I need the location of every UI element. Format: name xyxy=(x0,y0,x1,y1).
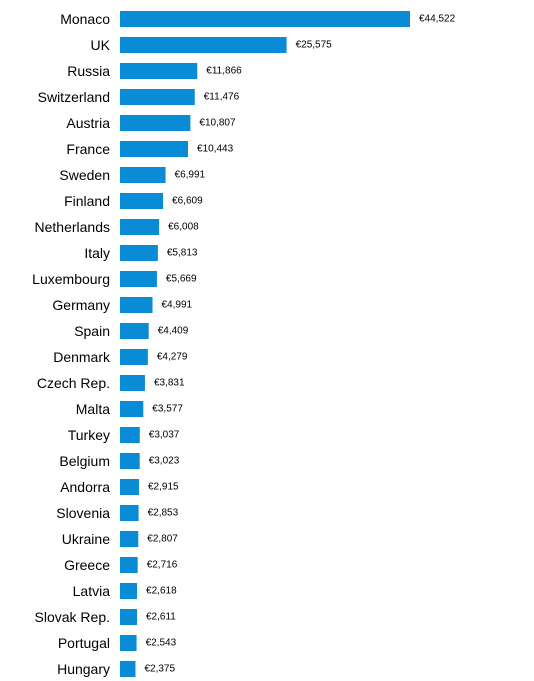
category-label-greece: Greece xyxy=(64,557,110,573)
value-label-spain: €4,409 xyxy=(158,326,189,337)
bar-sweden xyxy=(120,167,166,183)
value-label-switzerland: €11,476 xyxy=(204,92,240,103)
value-label-finland: €6,609 xyxy=(172,196,203,207)
value-label-slovak-rep: €2,611 xyxy=(146,612,176,623)
value-label-portugal: €2,543 xyxy=(146,638,177,649)
category-label-finland: Finland xyxy=(64,193,110,209)
category-label-portugal: Portugal xyxy=(58,635,110,651)
value-label-malta: €3,577 xyxy=(152,404,183,415)
category-label-andorra: Andorra xyxy=(60,479,110,495)
value-label-russia: €11,866 xyxy=(206,66,242,77)
category-label-germany: Germany xyxy=(52,297,110,313)
bar-denmark xyxy=(120,349,148,365)
bar-finland xyxy=(120,193,164,209)
bar-slovak-rep xyxy=(120,609,138,625)
value-label-czech-rep: €3,831 xyxy=(154,378,185,389)
category-label-malta: Malta xyxy=(76,401,110,417)
category-label-czech-rep: Czech Rep. xyxy=(37,375,110,391)
category-label-italy: Italy xyxy=(84,245,110,261)
category-label-ukraine: Ukraine xyxy=(62,531,110,547)
bar-netherlands xyxy=(120,219,160,235)
value-label-austria: €10,807 xyxy=(199,118,236,129)
bar-latvia xyxy=(120,583,138,599)
category-label-uk: UK xyxy=(91,37,111,53)
value-label-monaco: €44,522 xyxy=(419,14,456,25)
value-label-italy: €5,813 xyxy=(167,248,198,259)
bar-ukraine xyxy=(120,531,139,547)
bar-andorra xyxy=(120,479,139,495)
category-label-spain: Spain xyxy=(74,323,110,339)
category-label-denmark: Denmark xyxy=(53,349,111,365)
bar-malta xyxy=(120,401,144,417)
bar-monaco xyxy=(120,11,410,27)
bar-slovenia xyxy=(120,505,139,521)
value-label-ukraine: €2,807 xyxy=(147,534,178,545)
bar-hungary xyxy=(120,661,136,677)
bar-russia xyxy=(120,63,198,79)
value-label-andorra: €2,915 xyxy=(148,482,179,493)
category-label-slovak-rep: Slovak Rep. xyxy=(35,609,110,625)
category-label-russia: Russia xyxy=(67,63,110,79)
value-label-denmark: €4,279 xyxy=(157,352,188,363)
category-label-latvia: Latvia xyxy=(73,583,111,599)
category-label-turkey: Turkey xyxy=(68,427,110,443)
value-label-latvia: €2,618 xyxy=(146,586,177,597)
value-label-uk: €25,575 xyxy=(296,40,333,51)
value-label-luxembourg: €5,669 xyxy=(166,274,197,285)
category-label-hungary: Hungary xyxy=(57,661,110,677)
bar-luxembourg xyxy=(120,271,157,287)
value-label-belgium: €3,023 xyxy=(149,456,180,467)
category-label-austria: Austria xyxy=(66,115,110,131)
value-label-slovenia: €2,853 xyxy=(148,508,179,519)
bar-spain xyxy=(120,323,149,339)
value-label-hungary: €2,375 xyxy=(144,664,175,675)
bar-austria xyxy=(120,115,191,131)
value-label-turkey: €3,037 xyxy=(149,430,180,441)
category-labels: Monaco UK Russia Switzerland Austria France Sw… xyxy=(32,11,111,677)
value-labels: €44,522 €25,575 €11,866 €11,476 €10,807 €10,4… xyxy=(144,14,455,675)
category-label-luxembourg: Luxembourg xyxy=(32,271,110,287)
category-label-sweden: Sweden xyxy=(59,167,110,183)
category-label-switzerland: Switzerland xyxy=(38,89,110,105)
bar-turkey xyxy=(120,427,140,443)
value-label-sweden: €6,991 xyxy=(175,170,206,181)
category-label-france: France xyxy=(66,141,110,157)
category-label-monaco: Monaco xyxy=(60,11,110,27)
bar-uk xyxy=(120,37,287,53)
bar-italy xyxy=(120,245,158,261)
category-label-slovenia: Slovenia xyxy=(56,505,110,521)
bar-belgium xyxy=(120,453,140,469)
value-label-netherlands: €6,008 xyxy=(168,222,199,233)
bar-czech-rep xyxy=(120,375,145,391)
bar-portugal xyxy=(120,635,137,651)
value-label-france: €10,443 xyxy=(197,144,234,155)
value-label-germany: €4,991 xyxy=(162,300,193,311)
bars xyxy=(120,11,410,677)
bar-greece xyxy=(120,557,138,573)
bar-germany xyxy=(120,297,153,313)
category-label-belgium: Belgium xyxy=(59,453,110,469)
value-label-greece: €2,716 xyxy=(147,560,178,571)
bar-france xyxy=(120,141,189,157)
category-label-netherlands: Netherlands xyxy=(35,219,111,235)
bar-switzerland xyxy=(120,89,195,105)
